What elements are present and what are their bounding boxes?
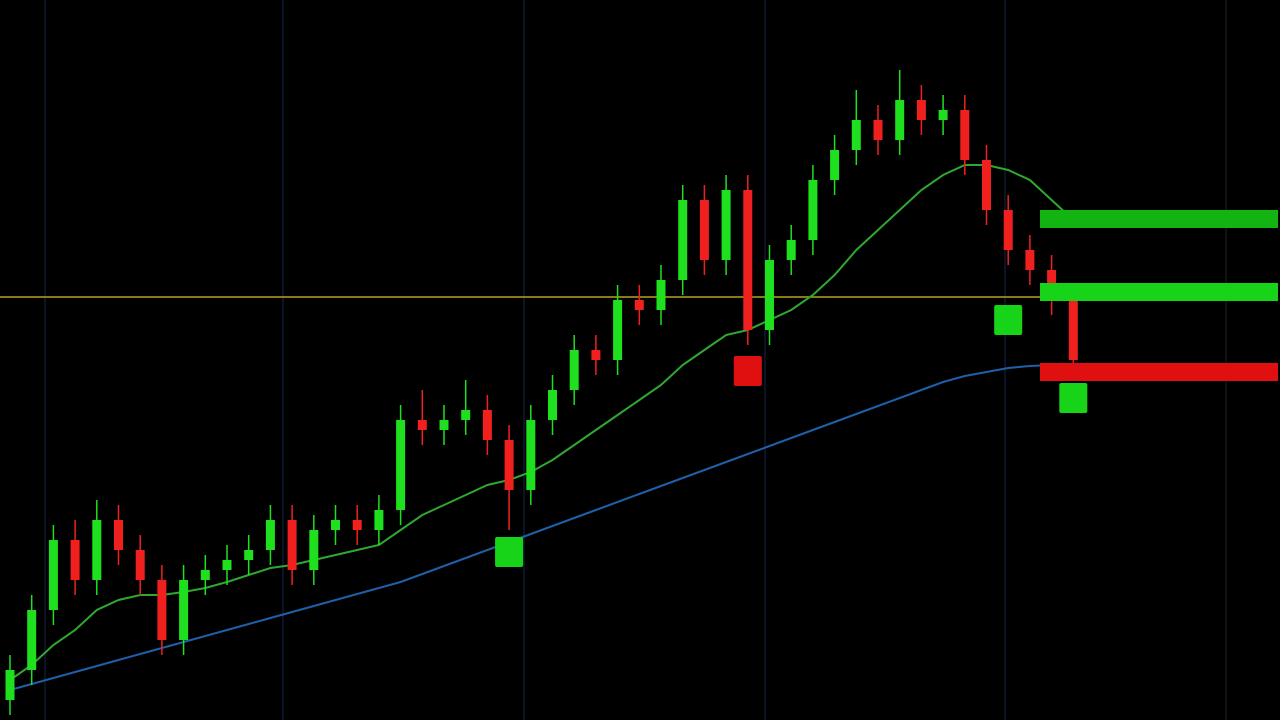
- candle-body: [830, 150, 840, 180]
- candle-body: [92, 520, 102, 580]
- candle-body: [265, 520, 275, 550]
- candle-body: [1003, 210, 1013, 250]
- candle-body: [1025, 250, 1035, 270]
- candle-body: [548, 390, 557, 420]
- candle-body: [396, 420, 406, 510]
- candle-body: [244, 550, 254, 560]
- candle-body: [27, 610, 37, 670]
- candle-body: [417, 420, 427, 430]
- candle-body: [482, 410, 492, 440]
- candle-body: [591, 350, 601, 360]
- candle-body: [157, 580, 167, 640]
- candle-body: [982, 160, 991, 210]
- candle-body: [938, 110, 948, 120]
- candle-body: [1068, 300, 1078, 360]
- signal-marker: [495, 537, 524, 567]
- candle-body: [179, 580, 189, 640]
- candle-body: [439, 420, 449, 430]
- price-tag: [1228, 283, 1278, 301]
- price-tag: [1228, 210, 1278, 228]
- candle-body: [222, 560, 232, 570]
- level-bar: [1040, 363, 1228, 381]
- signal-marker: [733, 356, 762, 386]
- level-bar: [1040, 283, 1228, 301]
- candle-body: [287, 520, 297, 570]
- candle-body: [70, 540, 80, 580]
- candle-body: [352, 520, 362, 530]
- candle-body: [5, 670, 15, 700]
- signal-marker: [1059, 383, 1088, 413]
- candle-body: [786, 240, 796, 260]
- signal-marker: [994, 305, 1023, 335]
- candle-body: [851, 120, 861, 150]
- candle-body: [461, 410, 471, 420]
- candle-body: [48, 540, 58, 610]
- candle-body: [656, 280, 666, 310]
- candle-body: [200, 570, 210, 580]
- moving-average: [9, 364, 1074, 691]
- candle-body: [135, 550, 145, 580]
- candle-body: [634, 300, 644, 310]
- candle-body: [721, 190, 731, 260]
- candle-body: [374, 510, 384, 530]
- candle-body: [699, 200, 709, 260]
- candle-body: [309, 530, 319, 570]
- candle-body: [331, 520, 340, 530]
- candle-body: [916, 100, 926, 120]
- candle-body: [613, 300, 623, 360]
- level-bar: [1040, 210, 1228, 228]
- candle-body: [765, 260, 774, 330]
- price-tag: [1228, 363, 1278, 381]
- candle-body: [808, 180, 818, 240]
- candle-body: [873, 120, 883, 140]
- candle-body: [895, 100, 905, 140]
- candle-body: [526, 420, 536, 490]
- candle-body: [504, 440, 514, 490]
- candle-body: [678, 200, 688, 280]
- candle-body: [569, 350, 579, 390]
- candle-body: [743, 190, 753, 330]
- time-grid: [44, 0, 1006, 720]
- candle-body: [114, 520, 123, 550]
- candle-body: [960, 110, 970, 160]
